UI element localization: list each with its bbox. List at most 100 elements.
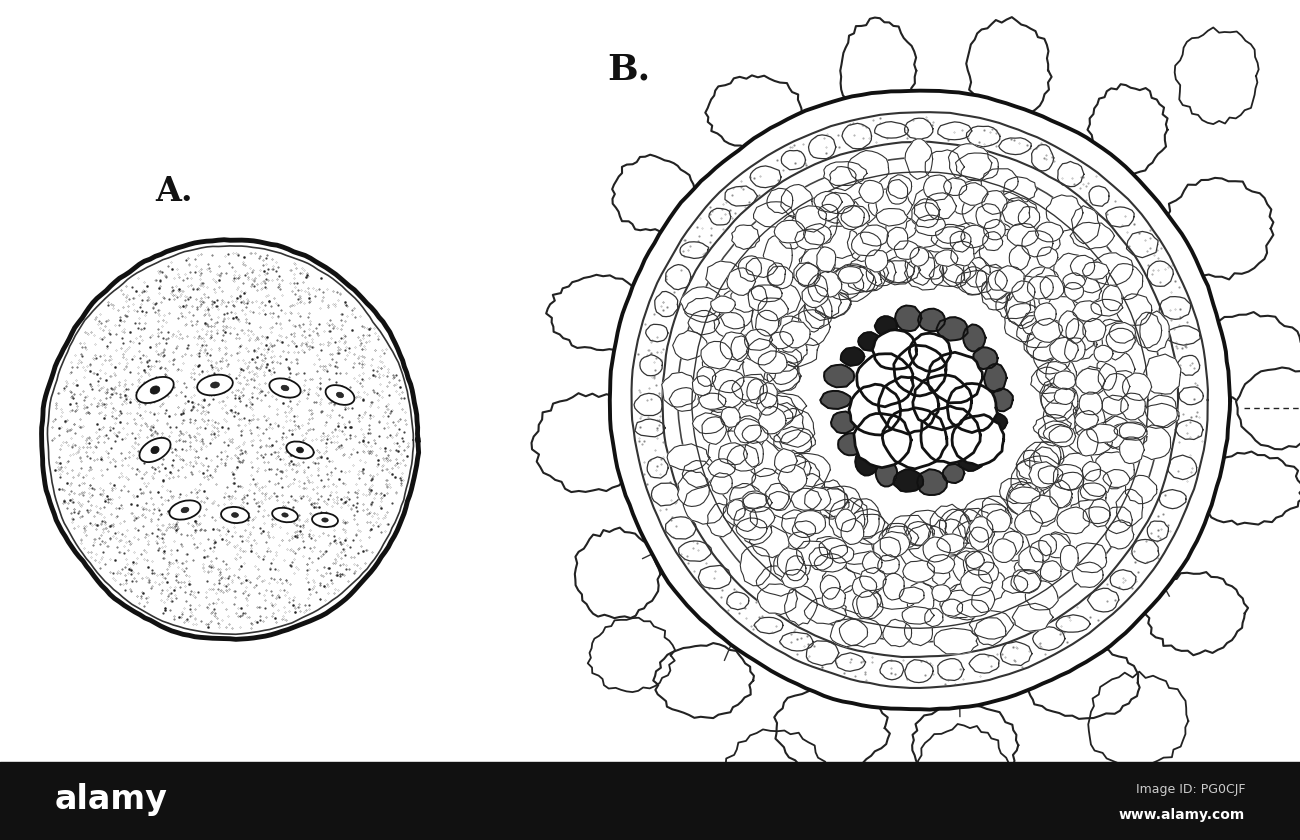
- Polygon shape: [866, 257, 896, 286]
- Polygon shape: [1017, 456, 1060, 481]
- Polygon shape: [786, 556, 806, 580]
- Polygon shape: [697, 366, 716, 386]
- Polygon shape: [848, 223, 879, 261]
- Polygon shape: [672, 330, 707, 360]
- Polygon shape: [952, 415, 1004, 466]
- Polygon shape: [736, 334, 772, 360]
- Polygon shape: [875, 122, 909, 138]
- Polygon shape: [754, 202, 794, 227]
- Polygon shape: [894, 241, 919, 260]
- Polygon shape: [1102, 285, 1122, 311]
- Polygon shape: [1132, 539, 1160, 564]
- Polygon shape: [976, 203, 1001, 228]
- Polygon shape: [758, 407, 786, 434]
- Polygon shape: [1014, 511, 1043, 535]
- Polygon shape: [1023, 442, 1063, 471]
- Polygon shape: [750, 166, 781, 187]
- Polygon shape: [775, 449, 797, 473]
- Polygon shape: [1102, 395, 1128, 415]
- Polygon shape: [963, 498, 1006, 524]
- Polygon shape: [1053, 465, 1083, 490]
- Polygon shape: [757, 392, 777, 415]
- Polygon shape: [905, 139, 932, 180]
- Polygon shape: [982, 276, 1010, 310]
- Polygon shape: [1136, 425, 1170, 459]
- Polygon shape: [932, 553, 965, 589]
- Polygon shape: [850, 514, 888, 544]
- Polygon shape: [838, 266, 863, 283]
- Polygon shape: [755, 310, 779, 336]
- Polygon shape: [780, 633, 812, 651]
- Polygon shape: [1097, 350, 1135, 388]
- Polygon shape: [1140, 311, 1169, 352]
- Polygon shape: [829, 166, 857, 191]
- Polygon shape: [874, 537, 901, 561]
- Polygon shape: [760, 382, 777, 408]
- Polygon shape: [738, 256, 762, 281]
- Polygon shape: [764, 402, 803, 444]
- Polygon shape: [879, 249, 916, 285]
- Polygon shape: [948, 583, 983, 620]
- Polygon shape: [972, 587, 994, 612]
- Polygon shape: [1115, 490, 1143, 526]
- Polygon shape: [1020, 312, 1054, 335]
- Text: A.: A.: [155, 175, 192, 208]
- Polygon shape: [985, 527, 1023, 558]
- Polygon shape: [546, 275, 653, 350]
- Polygon shape: [1008, 482, 1046, 517]
- Polygon shape: [819, 538, 848, 559]
- Polygon shape: [719, 381, 742, 407]
- Polygon shape: [1054, 253, 1089, 289]
- Polygon shape: [809, 135, 836, 159]
- Polygon shape: [682, 460, 714, 487]
- Polygon shape: [1102, 470, 1130, 487]
- Polygon shape: [731, 286, 762, 312]
- Polygon shape: [640, 354, 663, 375]
- Polygon shape: [1026, 580, 1058, 610]
- Polygon shape: [883, 407, 946, 469]
- Polygon shape: [846, 551, 887, 576]
- Polygon shape: [1030, 541, 1052, 562]
- Polygon shape: [1004, 176, 1037, 202]
- Polygon shape: [693, 412, 724, 433]
- Polygon shape: [1122, 373, 1152, 401]
- Polygon shape: [785, 585, 818, 626]
- Polygon shape: [1057, 507, 1089, 533]
- Polygon shape: [1034, 442, 1061, 474]
- Polygon shape: [936, 318, 967, 340]
- Polygon shape: [914, 199, 940, 221]
- Polygon shape: [930, 264, 965, 286]
- Polygon shape: [746, 379, 767, 404]
- Polygon shape: [842, 123, 871, 149]
- Polygon shape: [976, 265, 1011, 299]
- Polygon shape: [902, 560, 935, 582]
- Polygon shape: [1070, 277, 1101, 304]
- Polygon shape: [1062, 273, 1086, 289]
- Polygon shape: [1119, 437, 1144, 464]
- Polygon shape: [1058, 161, 1084, 186]
- Polygon shape: [1106, 423, 1147, 450]
- Polygon shape: [734, 508, 758, 532]
- Polygon shape: [806, 641, 838, 665]
- Polygon shape: [879, 377, 939, 434]
- Polygon shape: [1070, 223, 1114, 249]
- Polygon shape: [987, 270, 1015, 303]
- Polygon shape: [1089, 499, 1110, 527]
- Polygon shape: [1030, 447, 1060, 480]
- Polygon shape: [814, 192, 842, 213]
- Polygon shape: [1088, 84, 1167, 176]
- Polygon shape: [965, 551, 984, 569]
- Polygon shape: [722, 407, 740, 428]
- Polygon shape: [1044, 424, 1072, 443]
- Polygon shape: [962, 194, 1000, 231]
- Polygon shape: [1089, 186, 1109, 207]
- Polygon shape: [970, 517, 993, 542]
- Ellipse shape: [198, 375, 233, 396]
- Polygon shape: [1000, 197, 1037, 231]
- Polygon shape: [996, 292, 1031, 318]
- Polygon shape: [684, 297, 724, 323]
- Polygon shape: [770, 283, 801, 314]
- Polygon shape: [707, 409, 733, 433]
- Polygon shape: [1075, 368, 1105, 394]
- Polygon shape: [1147, 521, 1169, 541]
